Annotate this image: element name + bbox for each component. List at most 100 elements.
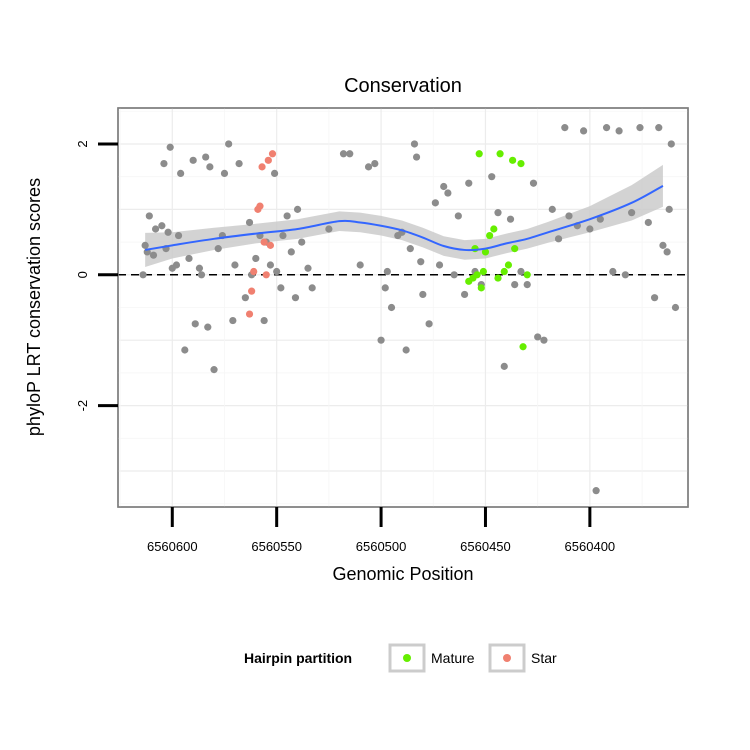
legend-dot-star <box>503 654 511 662</box>
point-star <box>268 150 277 158</box>
point-other <box>371 159 379 168</box>
point-other <box>270 169 279 178</box>
point-other <box>235 159 243 168</box>
point-other <box>565 212 573 220</box>
x-axis-label: Genomic Position <box>332 564 473 584</box>
point-other <box>586 225 594 233</box>
point-other <box>636 124 644 132</box>
point-other <box>596 215 604 223</box>
point-other <box>293 205 302 213</box>
point-other <box>172 261 181 269</box>
x-tick-label: 6560400 <box>565 539 616 554</box>
point-other <box>425 320 433 328</box>
point-other <box>241 294 249 302</box>
point-other <box>364 163 373 171</box>
point-mature <box>494 274 502 282</box>
point-other <box>214 245 222 253</box>
point-star <box>248 287 256 295</box>
point-other <box>308 284 316 292</box>
point-other <box>346 150 354 158</box>
point-other <box>609 267 617 276</box>
point-other <box>580 127 588 135</box>
point-mature <box>481 248 490 256</box>
x-tick-label: 6560450 <box>460 539 511 554</box>
point-other <box>511 281 519 289</box>
point-other <box>387 303 396 312</box>
point-other <box>383 267 391 276</box>
point-star <box>258 163 266 171</box>
point-other <box>266 261 275 269</box>
point-other <box>644 218 652 227</box>
point-mature <box>477 284 485 292</box>
smooth-trend-line <box>144 184 664 252</box>
y-tick-label: 2 <box>75 140 90 147</box>
y-axis: 2 0 -2 <box>75 140 118 411</box>
point-other <box>377 336 385 344</box>
point-mature <box>509 156 517 164</box>
point-mature <box>479 267 487 276</box>
point-other <box>158 222 166 230</box>
point-other <box>277 284 285 292</box>
point-other <box>417 258 425 266</box>
point-other <box>206 163 214 171</box>
point-other <box>202 153 210 161</box>
y-axis-label: phyloP LRT conservation scores <box>24 178 44 436</box>
point-other <box>325 225 333 233</box>
point-other <box>231 261 239 269</box>
point-other <box>419 290 427 299</box>
point-other <box>659 241 667 249</box>
legend-title: Hairpin partition <box>244 650 352 666</box>
point-other <box>655 124 663 132</box>
point-other <box>356 261 364 269</box>
x-tick-label: 6560600 <box>147 539 198 554</box>
point-other <box>260 316 268 325</box>
point-mature <box>519 343 527 351</box>
point-other <box>166 143 174 151</box>
point-other <box>494 209 502 217</box>
confidence-band-area <box>145 164 663 267</box>
point-other <box>665 205 673 213</box>
x-tick-label: 6560550 <box>251 539 302 554</box>
scatter-points <box>139 124 680 495</box>
point-other <box>273 267 281 276</box>
point-other <box>444 189 452 197</box>
point-other <box>151 225 160 233</box>
point-other <box>279 231 287 240</box>
point-mature <box>504 261 513 269</box>
point-other <box>174 231 183 240</box>
point-other <box>615 127 623 135</box>
point-mature <box>511 245 519 253</box>
point-other <box>454 212 462 220</box>
point-other <box>465 179 473 187</box>
point-other <box>145 212 153 220</box>
point-other <box>191 320 199 328</box>
point-star <box>264 156 272 164</box>
point-mature <box>473 271 481 279</box>
point-other <box>287 248 295 256</box>
point-other <box>189 156 197 164</box>
point-other <box>339 150 348 158</box>
point-other <box>229 316 237 325</box>
point-other <box>197 271 206 279</box>
point-other <box>523 281 531 289</box>
point-other <box>220 169 229 178</box>
legend-key-mature <box>388 643 426 673</box>
y-tick-label: 0 <box>75 271 90 278</box>
point-star <box>250 267 258 276</box>
x-axis: 6560600 6560550 6560500 6560450 6560400 <box>147 507 615 554</box>
legend-label-mature: Mature <box>431 650 475 666</box>
x-tick-label: 6560500 <box>356 539 407 554</box>
point-star <box>266 241 275 249</box>
point-other <box>667 140 675 148</box>
point-other <box>177 169 185 178</box>
point-mature <box>523 271 531 279</box>
point-other <box>663 248 671 256</box>
point-other <box>517 267 525 276</box>
point-other <box>592 487 600 495</box>
point-other <box>540 336 548 344</box>
legend: Hairpin partition Mature Star <box>244 643 557 673</box>
point-mature <box>490 225 498 233</box>
point-other <box>488 173 496 181</box>
point-mature <box>500 267 508 276</box>
